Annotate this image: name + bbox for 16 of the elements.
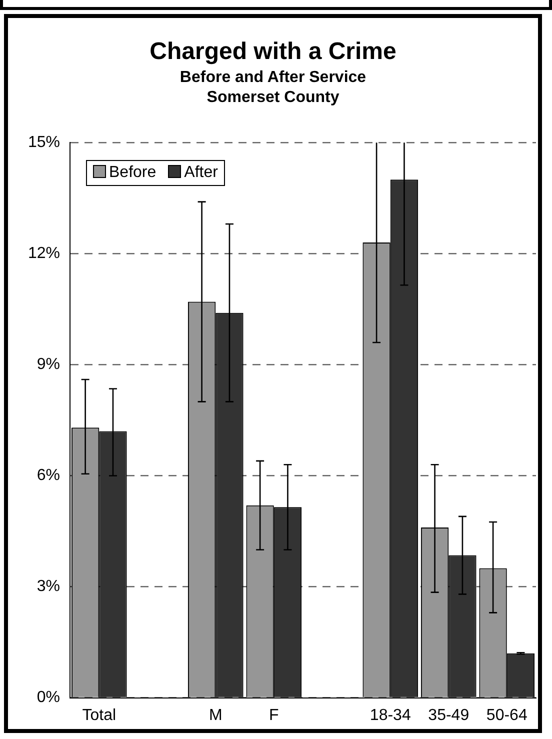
y-tick-label: 12% <box>28 245 60 262</box>
y-tick-label: 3% <box>36 578 60 596</box>
chart-title: Charged with a Crime <box>148 38 398 66</box>
legend-label: Before <box>108 164 156 182</box>
chart-subtitle: Before and After Service Somerset County <box>178 68 368 108</box>
x-tick-label: F <box>269 706 279 724</box>
legend-label: After <box>183 164 218 182</box>
x-tick-label: M <box>208 706 222 724</box>
x-tick-label: 50-64 <box>486 706 528 724</box>
y-tick-label: 0% <box>36 689 60 706</box>
x-tick-label: 35-49 <box>428 706 470 724</box>
x-tick-label: Total <box>82 706 116 724</box>
y-tick-label: 9% <box>36 356 60 374</box>
y-tick-label: 15% <box>28 134 60 152</box>
x-tick-label: 18-34 <box>370 706 411 724</box>
y-tick-label: 6% <box>36 467 60 484</box>
